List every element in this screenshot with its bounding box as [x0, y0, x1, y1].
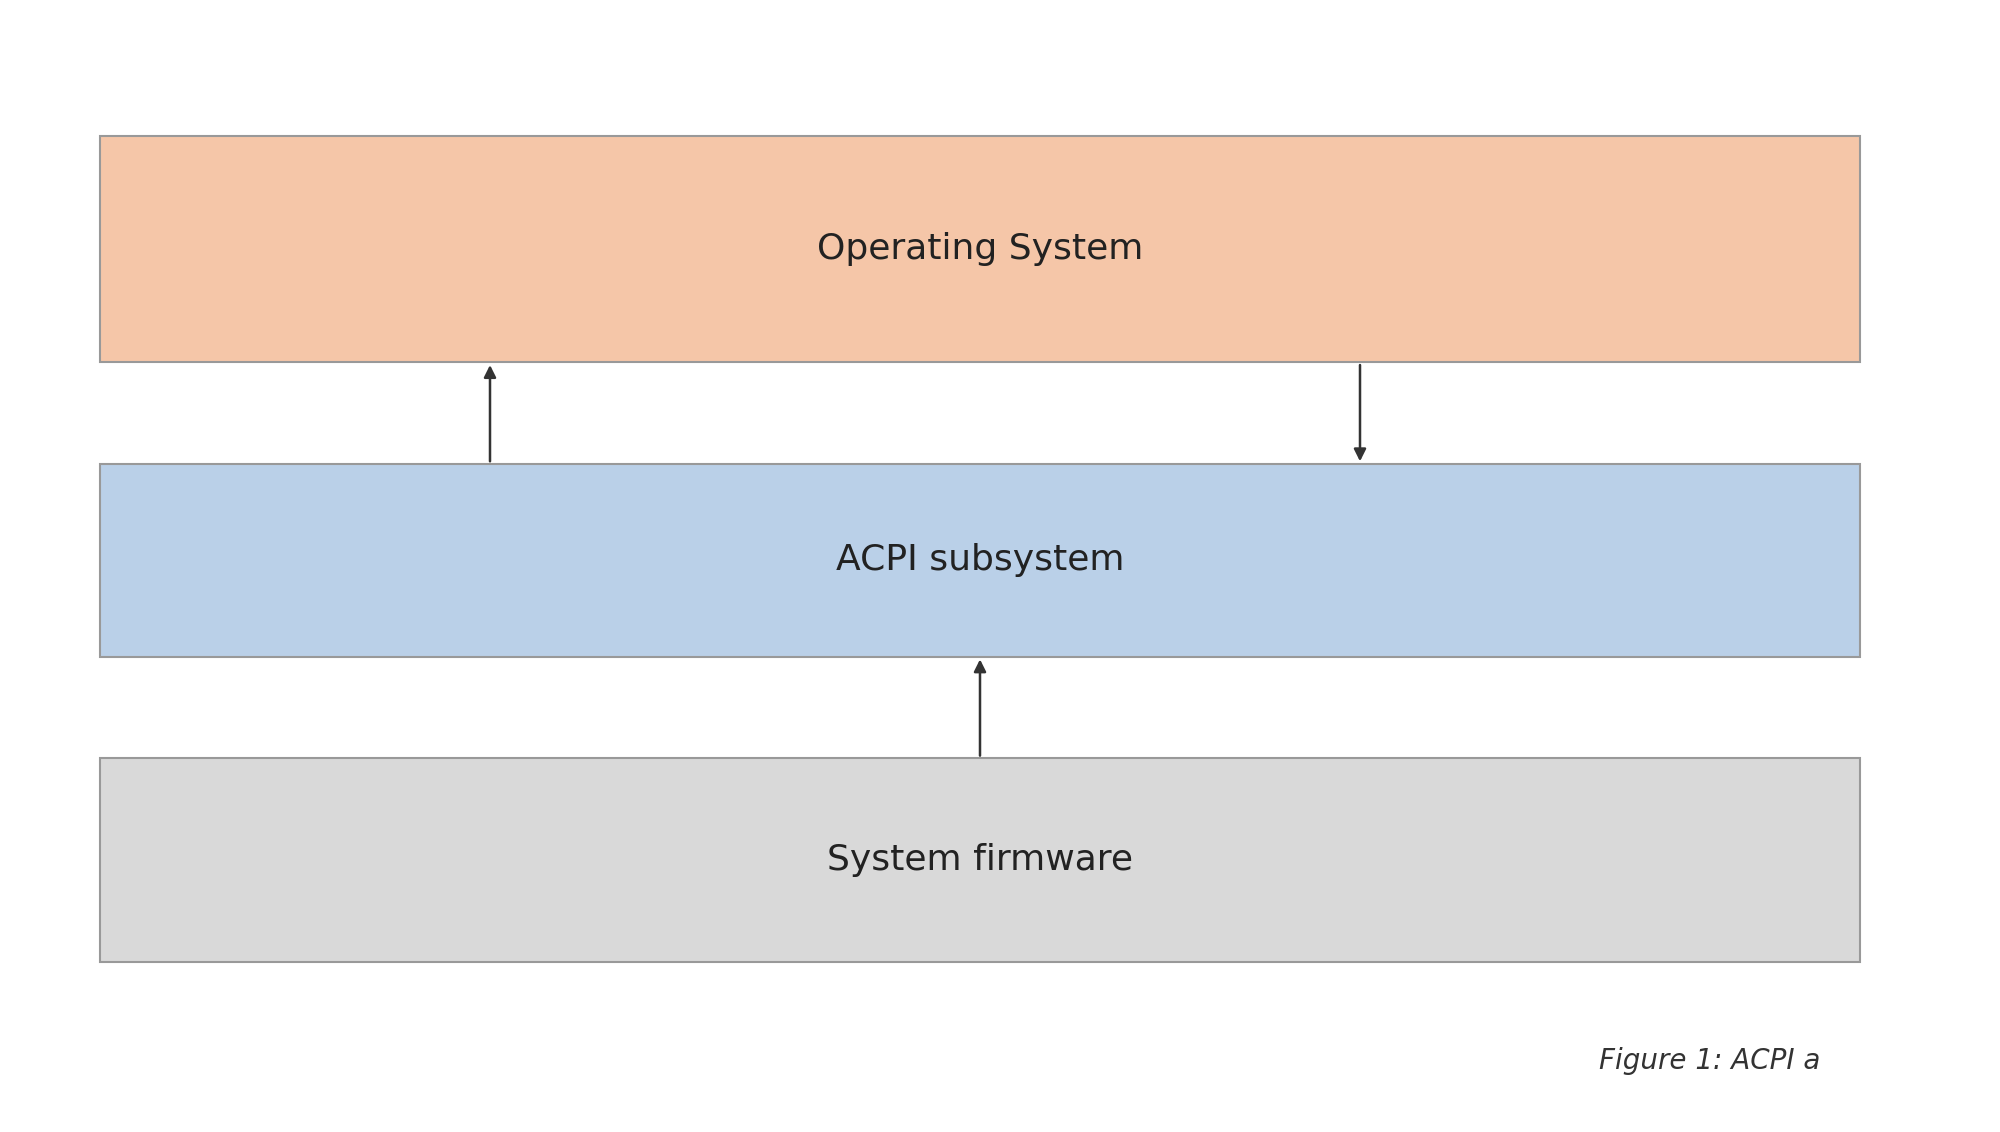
Text: Figure 1: ACPI a: Figure 1: ACPI a: [1598, 1047, 1820, 1075]
Text: ACPI subsystem: ACPI subsystem: [836, 543, 1124, 577]
Text: System firmware: System firmware: [828, 843, 1132, 877]
FancyBboxPatch shape: [100, 464, 1860, 657]
FancyBboxPatch shape: [100, 136, 1860, 362]
Text: Operating System: Operating System: [816, 232, 1144, 266]
FancyBboxPatch shape: [100, 758, 1860, 962]
